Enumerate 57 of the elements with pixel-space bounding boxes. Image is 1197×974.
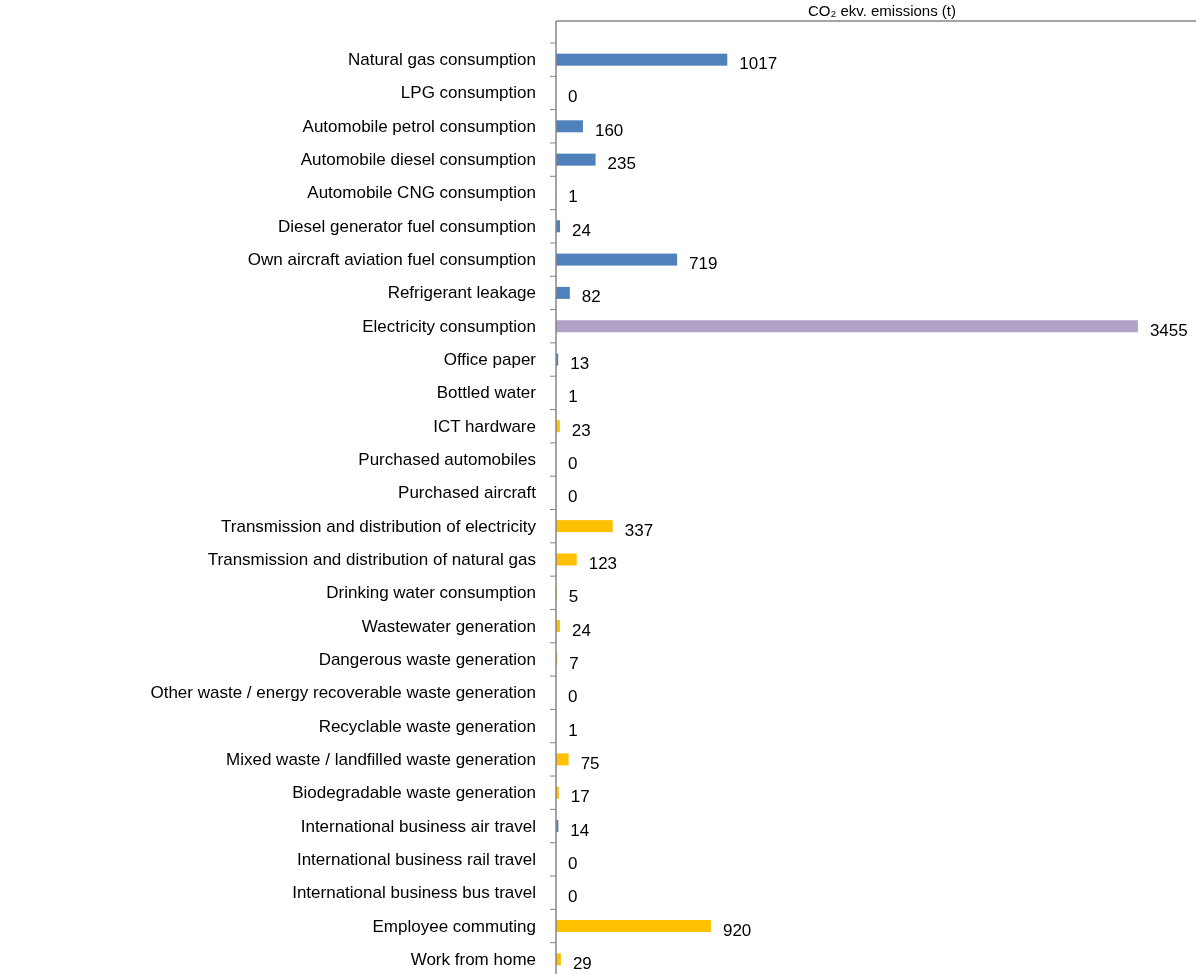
data-label: 0 xyxy=(568,454,578,474)
y-tick-label: Automobile diesel consumption xyxy=(300,150,536,170)
y-tick-label: Recyclable waste generation xyxy=(318,716,536,736)
data-label: 1 xyxy=(568,720,578,740)
y-tick-label: Refrigerant leakage xyxy=(387,283,536,303)
y-tick-label: Office paper xyxy=(443,350,537,370)
y-tick-label: Biodegradable waste generation xyxy=(292,783,536,803)
y-tick-label: Purchased automobiles xyxy=(358,450,536,470)
data-label: 0 xyxy=(568,87,578,107)
y-tick-label: International business rail travel xyxy=(296,849,536,869)
y-tick-label: Mixed waste / landfilled waste generation xyxy=(226,749,536,769)
data-label: 235 xyxy=(607,154,636,174)
data-label: 1 xyxy=(568,187,578,207)
y-tick-label: Employee commuting xyxy=(372,916,536,936)
data-label: 13 xyxy=(570,354,590,374)
data-label: 719 xyxy=(689,254,718,274)
data-label: 5 xyxy=(568,587,579,607)
data-label: 0 xyxy=(568,853,578,873)
data-label: 920 xyxy=(722,920,752,940)
data-label: 3455 xyxy=(1149,320,1188,340)
y-tick-label: International business air travel xyxy=(300,816,536,836)
data-label: 17 xyxy=(570,787,590,807)
data-label: 1 xyxy=(568,387,578,407)
data-label: 337 xyxy=(624,520,654,540)
y-tick-label: Bottled water xyxy=(436,383,537,403)
data-label: 0 xyxy=(568,687,578,707)
y-tick-label: Other waste / energy recoverable waste generation xyxy=(150,683,536,703)
y-tick-label: Diesel generator fuel consumption xyxy=(278,216,536,236)
data-label: 160 xyxy=(594,120,624,140)
data-label: 7 xyxy=(569,653,579,673)
data-label: 29 xyxy=(572,953,592,973)
y-tick-label: Transmission and distribution of natural gas xyxy=(207,549,536,569)
data-label: 23 xyxy=(571,420,591,440)
y-tick-label: Automobile petrol consumption xyxy=(302,116,536,136)
y-tick-label: Drinking water consumption xyxy=(326,583,536,603)
data-label: 123 xyxy=(588,553,618,573)
y-tick-label: Transmission and distribution of electricity xyxy=(221,516,537,536)
y-tick-label: International business bus travel xyxy=(292,883,536,903)
y-tick-label: Work from home xyxy=(410,949,536,969)
data-label: 0 xyxy=(568,487,578,507)
y-tick-label: Own aircraft aviation fuel consumption xyxy=(247,250,536,270)
data-label: 14 xyxy=(570,820,590,840)
data-label: 24 xyxy=(572,620,591,640)
y-tick-label: Automobile CNG consumption xyxy=(307,183,536,203)
data-label: 0 xyxy=(568,887,578,907)
y-tick-label: Wastewater generation xyxy=(361,616,536,636)
x-axis-title: CO₂ ekv. emissions (t) xyxy=(807,1,957,19)
y-tick-label: Electricity consumption xyxy=(362,316,536,336)
y-tick-label: Dangerous waste generation xyxy=(318,649,536,669)
y-tick-label: LPG consumption xyxy=(400,83,536,103)
data-label: 1017 xyxy=(739,54,778,74)
data-label: 82 xyxy=(581,287,601,307)
y-tick-label: Purchased aircraft xyxy=(398,483,537,503)
y-tick-label: ICT hardware xyxy=(433,416,536,436)
data-label: 24 xyxy=(572,220,591,240)
y-tick-label: Natural gas consumption xyxy=(347,50,536,70)
data-label: 75 xyxy=(580,753,600,773)
